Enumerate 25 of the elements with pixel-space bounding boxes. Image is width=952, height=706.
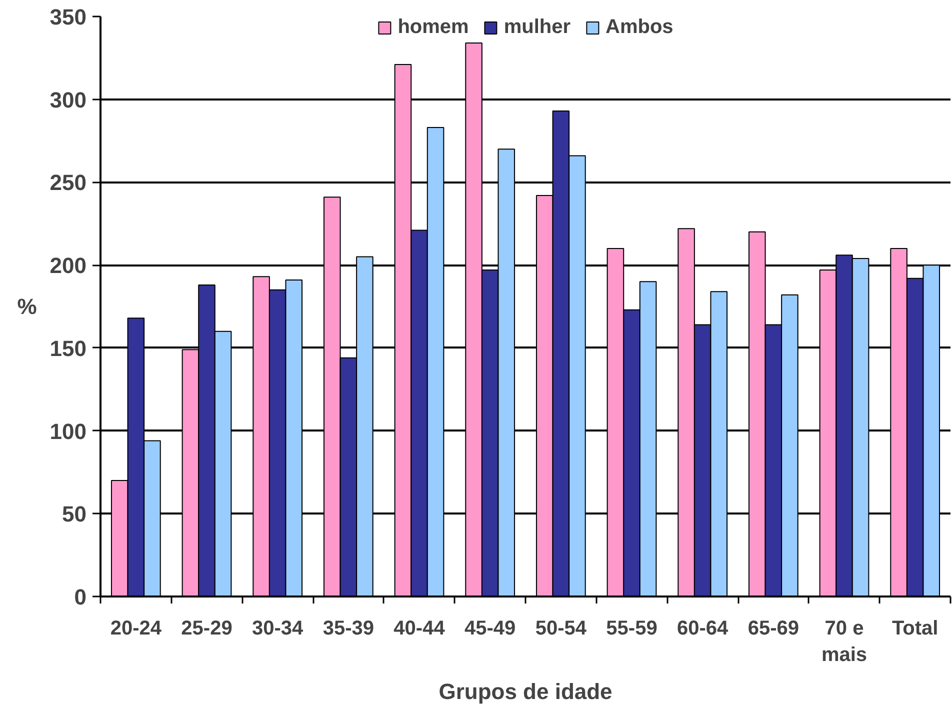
y-tick-label: 200 — [50, 253, 87, 278]
legend-label: Ambos — [606, 16, 674, 39]
x-tick-label: 30-34 — [252, 618, 304, 640]
x-tick-label: 35-39 — [322, 618, 374, 640]
y-axis-title: % — [17, 294, 37, 319]
x-tick-label: 70 e mais — [821, 618, 868, 666]
x-tick-label: 60-64 — [677, 618, 730, 640]
x-tick-label: 55-59 — [606, 618, 658, 640]
y-tick-label: 250 — [50, 170, 87, 196]
y-tick-label: 300 — [50, 87, 87, 112]
x-tick-label: 40-44 — [394, 618, 446, 640]
x-tick-label: Total — [892, 618, 938, 640]
y-tick-label: 50 — [62, 502, 87, 527]
x-tick-label: 65-69 — [748, 618, 799, 640]
x-tick-label: 20-24 — [110, 618, 162, 640]
y-tick-label: 0 — [74, 584, 87, 610]
x-axis-title: Grupos de idade — [438, 678, 612, 704]
y-tick-label: 350 — [50, 4, 87, 30]
y-tick-label: 100 — [50, 418, 87, 444]
legend-label: homem — [398, 16, 469, 39]
legend-label: mulher — [504, 16, 571, 39]
x-tick-label: 50-54 — [535, 618, 588, 640]
y-tick-label: 150 — [50, 336, 87, 361]
x-tick-label: 45-49 — [464, 618, 516, 640]
x-tick-label: 25-29 — [181, 618, 232, 640]
